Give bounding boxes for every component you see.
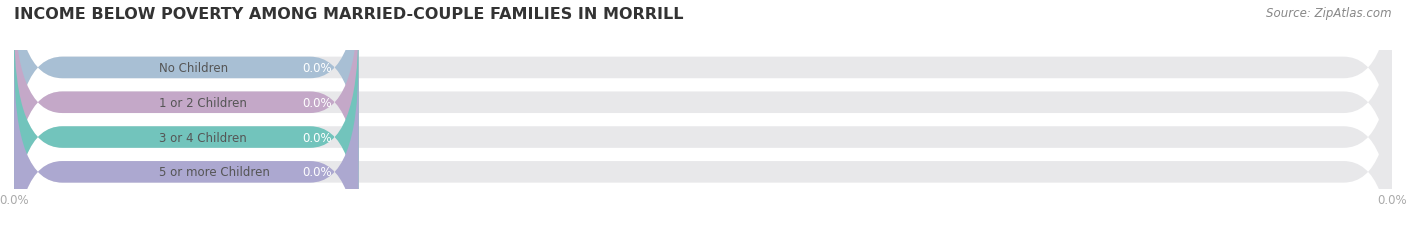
Text: 0.0%: 0.0% [302, 62, 332, 75]
Text: 0.0%: 0.0% [302, 131, 332, 144]
FancyBboxPatch shape [14, 0, 1392, 213]
FancyBboxPatch shape [14, 61, 359, 231]
Text: 3 or 4 Children: 3 or 4 Children [159, 131, 246, 144]
FancyBboxPatch shape [14, 0, 359, 213]
Text: No Children: No Children [159, 62, 228, 75]
Text: 0.0%: 0.0% [302, 166, 332, 179]
FancyBboxPatch shape [14, 0, 359, 179]
Text: 0.0%: 0.0% [302, 96, 332, 109]
Text: Source: ZipAtlas.com: Source: ZipAtlas.com [1267, 7, 1392, 20]
Text: 5 or more Children: 5 or more Children [159, 166, 270, 179]
FancyBboxPatch shape [14, 27, 359, 231]
Text: INCOME BELOW POVERTY AMONG MARRIED-COUPLE FAMILIES IN MORRILL: INCOME BELOW POVERTY AMONG MARRIED-COUPL… [14, 7, 683, 22]
FancyBboxPatch shape [14, 0, 1392, 179]
FancyBboxPatch shape [14, 27, 1392, 231]
Text: 1 or 2 Children: 1 or 2 Children [159, 96, 246, 109]
FancyBboxPatch shape [14, 61, 1392, 231]
